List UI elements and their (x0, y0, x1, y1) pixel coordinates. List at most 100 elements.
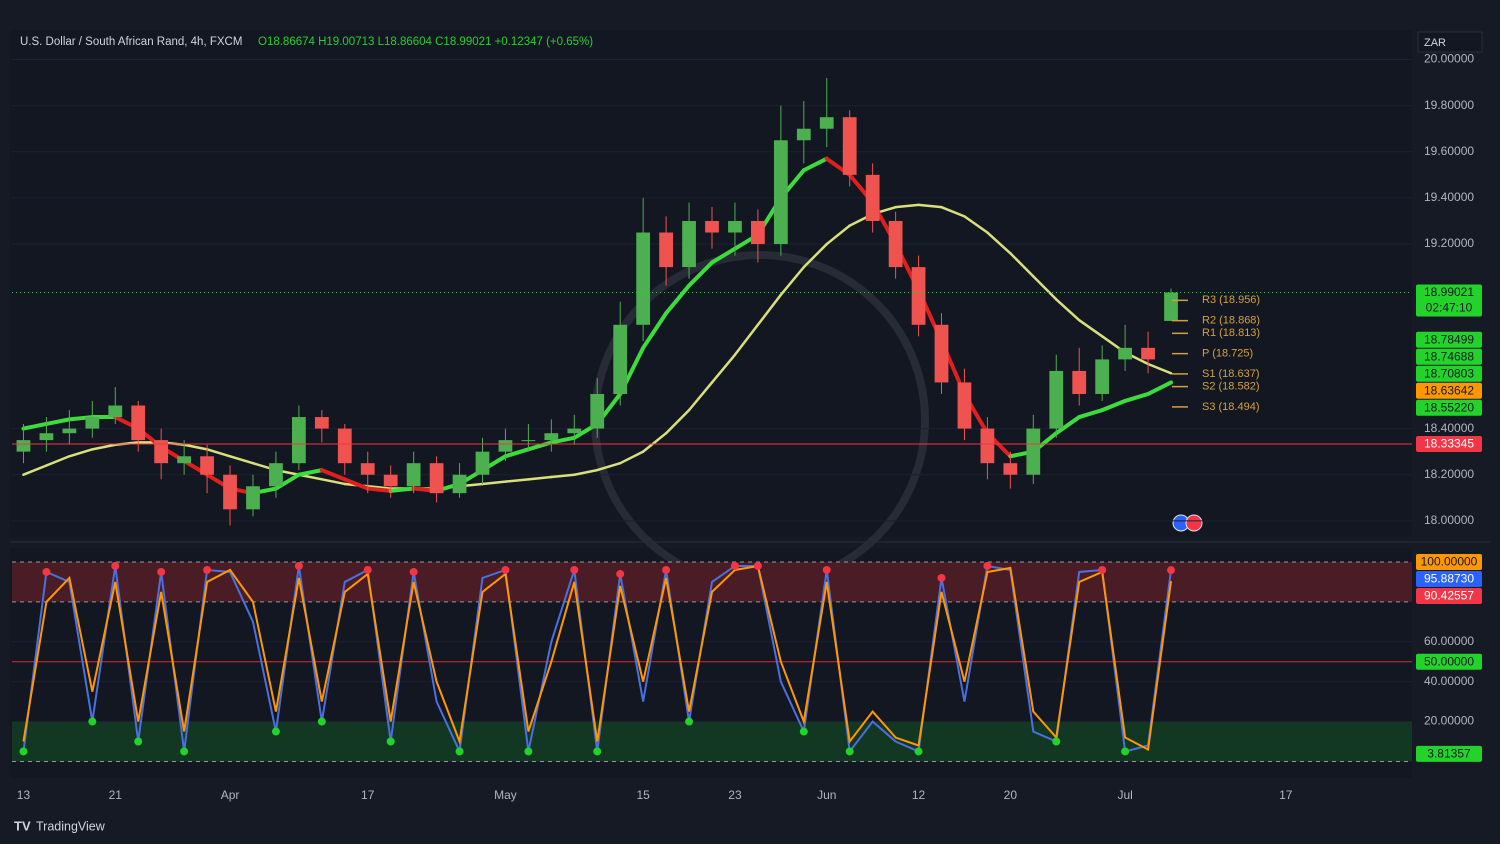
moving-average (388, 486, 416, 493)
oversold-dot (134, 737, 143, 746)
candle-body (177, 456, 192, 464)
logo-mark: TV (14, 818, 31, 833)
candle-body (383, 474, 398, 487)
candle-body (200, 456, 214, 475)
moving-average (91, 443, 117, 451)
candle-body (819, 117, 834, 129)
x-tick-label: 23 (728, 788, 742, 802)
moving-average (205, 448, 232, 458)
currency: ZAR (1424, 37, 1446, 49)
moving-average (21, 421, 49, 431)
candle-body (957, 382, 972, 429)
candle-body (728, 220, 742, 233)
price-tag-label: 50.00000 (1424, 654, 1474, 668)
moving-average (481, 480, 507, 486)
x-tick-label: 15 (636, 788, 650, 802)
moving-average (641, 311, 669, 350)
price-tag-label: 18.63642 (1424, 383, 1474, 397)
y-tick-label: 40.00000 (1424, 674, 1474, 688)
overbought-dot (753, 561, 762, 570)
oversold-dot (19, 747, 28, 756)
x-tick-label: 21 (109, 788, 123, 802)
overbought-dot (363, 565, 372, 574)
moving-average (45, 455, 71, 467)
oversold-dot (685, 717, 694, 726)
moving-average (963, 215, 989, 234)
pivot-label: S3 (18.494) (1202, 401, 1259, 413)
y-tick-label: 18.20000 (1424, 467, 1474, 481)
oversold-dot (455, 747, 464, 756)
symbol: U.S. Dollar / South African Rand, 4h, FX… (20, 36, 242, 48)
x-tick-label: 17 (361, 788, 375, 802)
candle-body (292, 417, 306, 464)
moving-average (22, 464, 48, 476)
moving-average (527, 475, 553, 481)
candle-body (16, 440, 31, 452)
countdown: 02:47:10 (1426, 301, 1473, 315)
price-tag-label: 18.99021 (1424, 285, 1474, 299)
moving-average (733, 323, 760, 357)
pivot-label: R2 (18.868) (1202, 315, 1260, 327)
candle-body (62, 428, 77, 434)
price-tag-label: 90.42557 (1424, 589, 1474, 603)
overbought-dot (111, 561, 120, 570)
candle-body (796, 128, 811, 141)
candle-body (1003, 463, 1018, 475)
price-tag (1416, 365, 1482, 382)
candle-body (154, 440, 169, 464)
oversold-dot (914, 747, 923, 756)
candle-body (567, 428, 582, 434)
candle-body (269, 463, 283, 487)
overbought-dot (42, 567, 51, 576)
candle-body (613, 324, 628, 394)
price-tag (1416, 399, 1482, 416)
y-tick-label: 19.40000 (1424, 190, 1474, 204)
candle-body (705, 220, 719, 233)
moving-average (801, 156, 829, 173)
overbought-dot (1098, 565, 1107, 574)
moving-average (504, 478, 530, 483)
price-tag-label: 95.88730 (1424, 572, 1474, 586)
price-tag (1416, 382, 1482, 399)
moving-average (595, 461, 622, 472)
candle-body (865, 174, 880, 221)
candle-body (751, 220, 765, 245)
pivot-label: R3 (18.956) (1202, 294, 1260, 306)
moving-average (1009, 252, 1035, 278)
pivot-label: S1 (18.637) (1202, 368, 1259, 380)
x-tick-label: Apr (221, 788, 240, 802)
overbought-dot (983, 561, 992, 570)
x-tick-label: May (494, 788, 517, 802)
price-tag (1416, 587, 1482, 604)
candle-body (360, 463, 375, 475)
ohlc: O18.86674 H19.00713 L18.86604 C18.99021 … (258, 36, 593, 48)
moving-average (641, 431, 668, 453)
oversold-dot (271, 727, 280, 736)
overbought-dot (662, 565, 671, 574)
oversold-dot (88, 717, 97, 726)
moving-average (687, 260, 714, 288)
moving-average (1100, 398, 1128, 413)
candle-body (934, 324, 949, 383)
price-tag (1416, 745, 1482, 762)
x-tick-label: 17 (1279, 788, 1293, 802)
oversold-dot (386, 737, 395, 746)
price-pane (10, 30, 1412, 537)
event-icon[interactable] (1185, 514, 1203, 532)
candle-body (131, 405, 146, 441)
moving-average (68, 448, 94, 458)
moving-average (365, 486, 393, 493)
oversold-dot (799, 727, 808, 736)
oversold-dot (845, 747, 854, 756)
price-tag-label: 18.55220 (1424, 400, 1474, 414)
moving-average (44, 417, 72, 426)
currency-box[interactable] (1417, 31, 1483, 53)
moving-average (986, 231, 1012, 255)
y-tick-label: 20.00000 (1424, 52, 1474, 66)
overbought-dot (570, 565, 579, 574)
moving-average (503, 447, 531, 459)
y-tick-label: 60.00000 (1424, 634, 1474, 648)
moving-average (228, 455, 255, 465)
candle-body (659, 232, 673, 268)
